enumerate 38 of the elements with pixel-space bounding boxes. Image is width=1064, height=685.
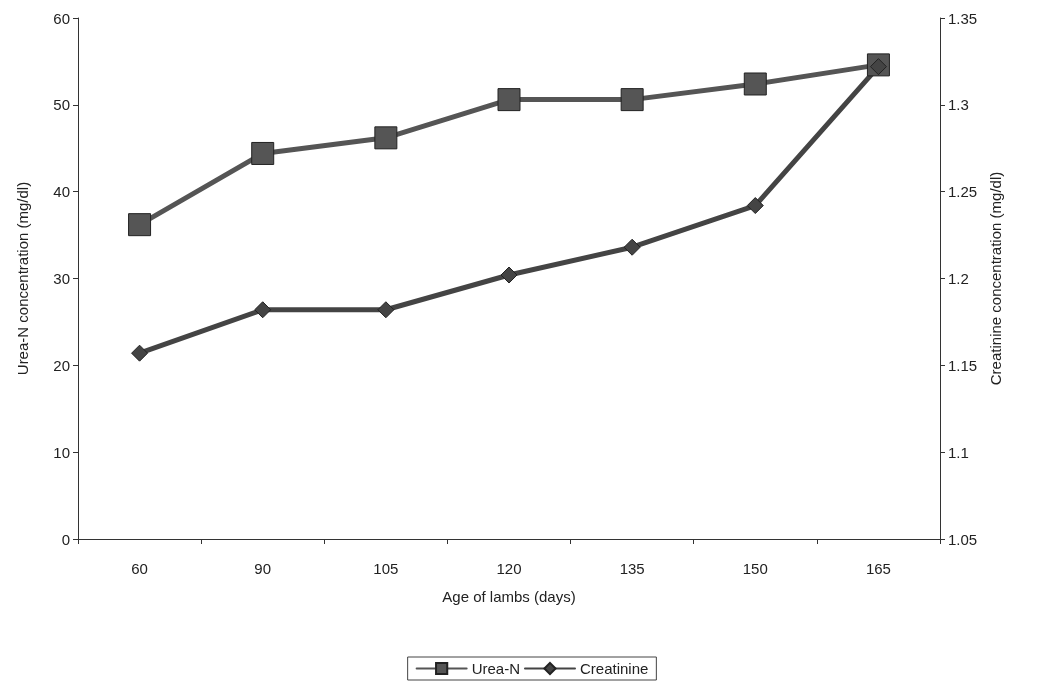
y-tick-label: 50: [53, 96, 70, 114]
legend-label: Creatinine: [579, 660, 649, 677]
point: [254, 301, 272, 319]
y2-tick-label: 1.25: [948, 183, 978, 201]
y2-tick-label: 1.15: [948, 356, 978, 374]
y-tick-label: 0: [61, 530, 70, 548]
point: [497, 88, 521, 112]
y-axis-title: Urea-N concentration (mg/dl): [14, 181, 31, 376]
point: [128, 213, 152, 237]
point: [620, 88, 644, 112]
x-tick-label: 60: [131, 560, 148, 577]
y-tick-label: 10: [53, 443, 70, 461]
x-tick-label: 150: [742, 560, 768, 577]
y-tick-label: 20: [53, 356, 70, 374]
point: [374, 126, 398, 150]
y2-tick-label: 1.05: [948, 530, 978, 548]
x-tick-label: 90: [254, 560, 272, 577]
y-tick-label: 60: [53, 9, 70, 27]
point: [251, 141, 275, 165]
y2-axis-title: Creatinine concentration (mg/dl): [987, 171, 1005, 386]
point: [131, 344, 149, 362]
point: [377, 301, 395, 319]
y2-tick-label: 1.2: [948, 270, 969, 287]
x-tick-label: 135: [619, 560, 645, 577]
y2-tick-label: 1.3: [948, 96, 969, 114]
point: [743, 72, 767, 96]
x-axis-title: Age of lambs (days): [442, 588, 576, 605]
x-tick-label: 105: [373, 560, 399, 577]
x-tick-label: 120: [496, 560, 522, 577]
x-tick-label: 165: [865, 560, 891, 577]
y2-tick-label: 1.35: [948, 9, 978, 27]
point: [746, 197, 764, 215]
point: [623, 238, 641, 256]
legend-label: Urea-N: [471, 660, 520, 677]
point: [500, 266, 518, 284]
y-tick-label: 40: [53, 183, 70, 201]
y-tick-label: 30: [53, 270, 70, 287]
y2-tick-label: 1.1: [948, 443, 969, 461]
